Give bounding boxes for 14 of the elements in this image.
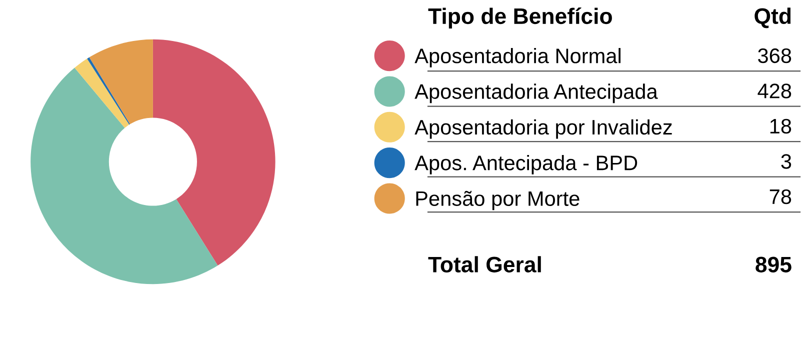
legend-title: Tipo de Benefício bbox=[428, 8, 612, 28]
text: 895 bbox=[756, 256, 792, 272]
legend-label: Aposentadoria Normal bbox=[414, 48, 620, 68]
data-label: 368 bbox=[758, 48, 792, 64]
data-label: 78 bbox=[770, 189, 792, 204]
data-label: 3 bbox=[781, 154, 792, 169]
legend-label: Aposentadoria Antecipada bbox=[414, 84, 658, 104]
text: Total Geral bbox=[428, 256, 541, 272]
legend-label: Pensão por Morte bbox=[416, 190, 580, 210]
text: Qtd bbox=[754, 8, 791, 28]
legend-label: Apos. Antecipada - BPD bbox=[414, 155, 638, 174]
legend-label: Aposentadoria por Invalidez bbox=[414, 119, 672, 139]
data-label: 428 bbox=[758, 84, 792, 98]
data-label: 18 bbox=[770, 118, 792, 134]
